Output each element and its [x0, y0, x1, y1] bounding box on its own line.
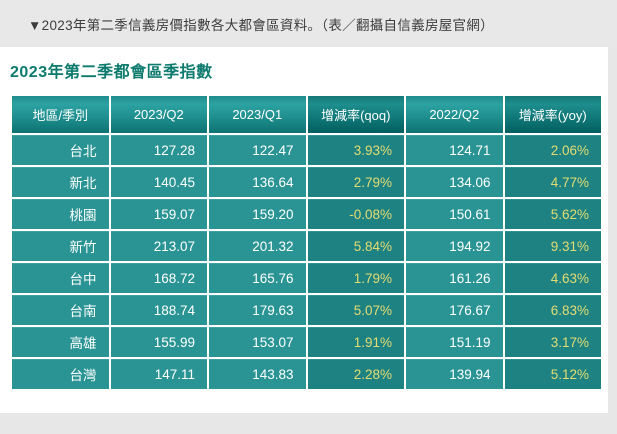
percent-cell: 5.84%	[307, 231, 404, 261]
region-cell: 台北	[12, 135, 109, 165]
region-cell: 桃園	[12, 199, 109, 229]
region-cell: 台南	[12, 295, 109, 325]
index-value-cell: 143.83	[209, 359, 306, 389]
index-value-cell: 159.07	[110, 199, 207, 229]
percent-cell: 3.93%	[307, 135, 404, 165]
quarterly-index-table: 地區/季別 2023/Q2 2023/Q1 增減率(qoq) 2022/Q2 增減率(yo…	[10, 94, 603, 391]
column-header-2: 2023/Q1	[209, 96, 306, 133]
index-value-cell: 134.06	[406, 167, 503, 197]
region-cell: 台灣	[12, 359, 109, 389]
index-value-cell: 151.19	[406, 327, 503, 357]
index-value-cell: 127.28	[110, 135, 207, 165]
table-row: 台北 127.28 122.47 3.93% 124.71 2.06%	[12, 135, 601, 165]
table-row: 桃園 159.07 159.20 -0.08% 150.61 5.62%	[12, 199, 601, 229]
percent-cell: 2.79%	[307, 167, 404, 197]
index-value-cell: 188.74	[110, 295, 207, 325]
table-row: 高雄 155.99 153.07 1.91% 151.19 3.17%	[12, 327, 601, 357]
index-value-cell: 136.64	[209, 167, 306, 197]
index-value-cell: 168.72	[110, 263, 207, 293]
column-header-1: 2023/Q2	[110, 96, 207, 133]
percent-cell: 1.91%	[307, 327, 404, 357]
index-value-cell: 147.11	[110, 359, 207, 389]
table-row: 台南 188.74 179.63 5.07% 176.67 6.83%	[12, 295, 601, 325]
table-header-row: 地區/季別 2023/Q2 2023/Q1 增減率(qoq) 2022/Q2 增減率(yo…	[12, 96, 601, 133]
column-header-5: 增減率(yoy)	[504, 96, 601, 133]
percent-cell: 3.17%	[504, 327, 601, 357]
percent-cell: -0.08%	[307, 199, 404, 229]
index-value-cell: 194.92	[406, 231, 503, 261]
index-value-cell: 139.94	[406, 359, 503, 389]
percent-cell: 2.06%	[504, 135, 601, 165]
index-value-cell: 153.07	[209, 327, 306, 357]
region-cell: 新北	[12, 167, 109, 197]
index-value-cell: 165.76	[209, 263, 306, 293]
region-cell: 台中	[12, 263, 109, 293]
percent-cell: 9.31%	[504, 231, 601, 261]
index-value-cell: 201.32	[209, 231, 306, 261]
percent-cell: 6.83%	[504, 295, 601, 325]
index-value-cell: 161.26	[406, 263, 503, 293]
index-value-cell: 155.99	[110, 327, 207, 357]
index-value-cell: 124.71	[406, 135, 503, 165]
table-title: 2023年第二季都會區季指數	[10, 64, 213, 81]
region-cell: 高雄	[12, 327, 109, 357]
index-value-cell: 176.67	[406, 295, 503, 325]
percent-cell: 4.63%	[504, 263, 601, 293]
percent-cell: 2.28%	[307, 359, 404, 389]
percent-cell: 5.12%	[504, 359, 601, 389]
percent-cell: 4.77%	[504, 167, 601, 197]
region-cell: 新竹	[12, 231, 109, 261]
image-caption-text: ▼2023年第二季信義房價指數各大都會區資料。（表／翻攝自信義房屋官網）	[28, 17, 494, 33]
column-header-3: 增減率(qoq)	[307, 96, 404, 133]
table-row: 台中 168.72 165.76 1.79% 161.26 4.63%	[12, 263, 601, 293]
index-value-cell: 179.63	[209, 295, 306, 325]
column-header-0: 地區/季別	[12, 96, 109, 133]
column-header-4: 2022/Q2	[406, 96, 503, 133]
index-value-cell: 150.61	[406, 199, 503, 229]
index-value-cell: 140.45	[110, 167, 207, 197]
table-row: 台灣 147.11 143.83 2.28% 139.94 5.12%	[12, 359, 601, 389]
table-row: 新北 140.45 136.64 2.79% 134.06 4.77%	[12, 167, 601, 197]
table-body: 台北 127.28 122.47 3.93% 124.71 2.06% 新北 140.45 13…	[12, 135, 601, 389]
index-value-cell: 213.07	[110, 231, 207, 261]
index-value-cell: 159.20	[209, 199, 306, 229]
percent-cell: 5.07%	[307, 295, 404, 325]
index-value-cell: 122.47	[209, 135, 306, 165]
percent-cell: 5.62%	[504, 199, 601, 229]
percent-cell: 1.79%	[307, 263, 404, 293]
image-caption-bar: ▼2023年第二季信義房價指數各大都會區資料。（表／翻攝自信義房屋官網）	[0, 0, 617, 47]
table-header: 地區/季別 2023/Q2 2023/Q1 增減率(qoq) 2022/Q2 增減率(yo…	[12, 96, 601, 133]
table-row: 新竹 213.07 201.32 5.84% 194.92 9.31%	[12, 231, 601, 261]
content-panel: 2023年第二季都會區季指數 地區/季別 2023/Q2 2023/Q1 增減率(qo…	[0, 47, 608, 413]
